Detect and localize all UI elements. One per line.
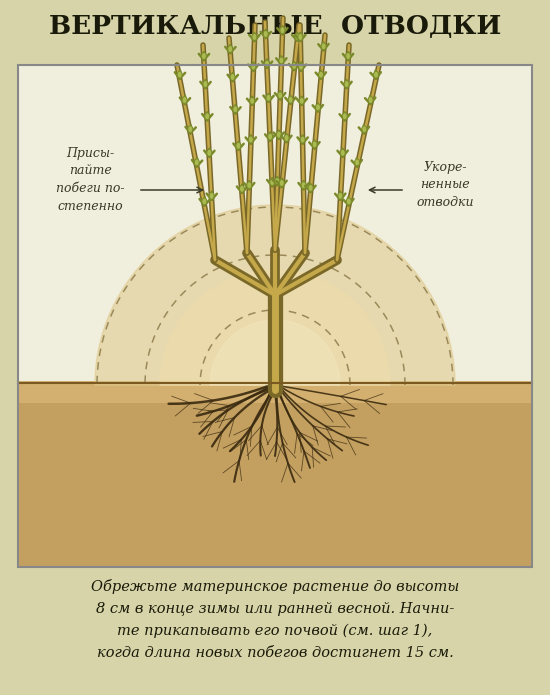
Bar [18,65,532,567]
Ellipse shape [284,135,289,142]
Ellipse shape [194,159,199,166]
Text: ВЕРТИКАЛЬНЫЕ  ОТВОДКИ: ВЕРТИКАЛЬНЫЕ ОТВОДКИ [49,15,501,40]
Ellipse shape [292,63,296,70]
Ellipse shape [205,113,210,120]
Text: 8 см в конце зимы или ранней весной. Начни-: 8 см в конце зимы или ранней весной. Нач… [96,602,454,616]
Ellipse shape [201,53,206,60]
Ellipse shape [298,33,303,40]
Ellipse shape [280,26,285,34]
Ellipse shape [202,198,207,205]
Polygon shape [95,205,455,385]
Ellipse shape [318,71,323,78]
Text: Обрежьте материнское растение до высоты: Обрежьте материнское растение до высоты [91,580,459,594]
Ellipse shape [275,177,280,185]
Ellipse shape [203,81,208,88]
Bar [18,381,532,403]
Bar [18,385,532,567]
Ellipse shape [270,179,274,186]
Bar [18,65,532,567]
Ellipse shape [321,43,326,50]
Ellipse shape [239,186,244,193]
Ellipse shape [236,142,241,149]
Ellipse shape [251,63,256,70]
Ellipse shape [276,131,282,138]
Ellipse shape [228,46,233,53]
Ellipse shape [299,97,304,104]
Ellipse shape [346,198,351,205]
Polygon shape [160,270,390,385]
Ellipse shape [247,181,252,188]
Text: Укоре-
ненные
отводки: Укоре- ненные отводки [416,161,474,209]
Ellipse shape [299,63,304,70]
Ellipse shape [266,95,271,101]
Ellipse shape [301,181,306,188]
Ellipse shape [300,136,305,143]
Ellipse shape [340,149,345,156]
Ellipse shape [308,184,313,191]
Ellipse shape [278,92,283,99]
Ellipse shape [177,71,182,78]
Ellipse shape [344,81,349,88]
Ellipse shape [182,97,187,104]
Ellipse shape [342,113,347,120]
Ellipse shape [250,97,255,104]
Ellipse shape [249,136,254,143]
Ellipse shape [295,33,300,40]
Ellipse shape [279,57,284,64]
Ellipse shape [265,60,270,67]
Ellipse shape [279,179,284,186]
Ellipse shape [188,126,193,133]
Text: те прикапывать его почвой (см. шаг 1),: те прикапывать его почвой (см. шаг 1), [117,624,433,638]
Ellipse shape [362,126,367,133]
Ellipse shape [345,53,351,60]
Ellipse shape [368,97,373,104]
Polygon shape [210,320,340,385]
Ellipse shape [207,149,212,156]
Ellipse shape [316,104,321,111]
Ellipse shape [268,133,273,140]
Text: Присы-
пайте
побеги по-
степенно: Присы- пайте побеги по- степенно [56,147,124,213]
Text: когда длина новых побегов достигнет 15 см.: когда длина новых побегов достигнет 15 с… [97,646,453,660]
Ellipse shape [355,159,360,166]
Ellipse shape [252,33,257,40]
Ellipse shape [338,193,343,199]
Ellipse shape [373,71,378,78]
Ellipse shape [230,74,235,81]
Ellipse shape [263,31,268,38]
Ellipse shape [312,141,317,148]
Ellipse shape [288,96,293,104]
Ellipse shape [209,193,214,199]
Ellipse shape [233,106,238,113]
